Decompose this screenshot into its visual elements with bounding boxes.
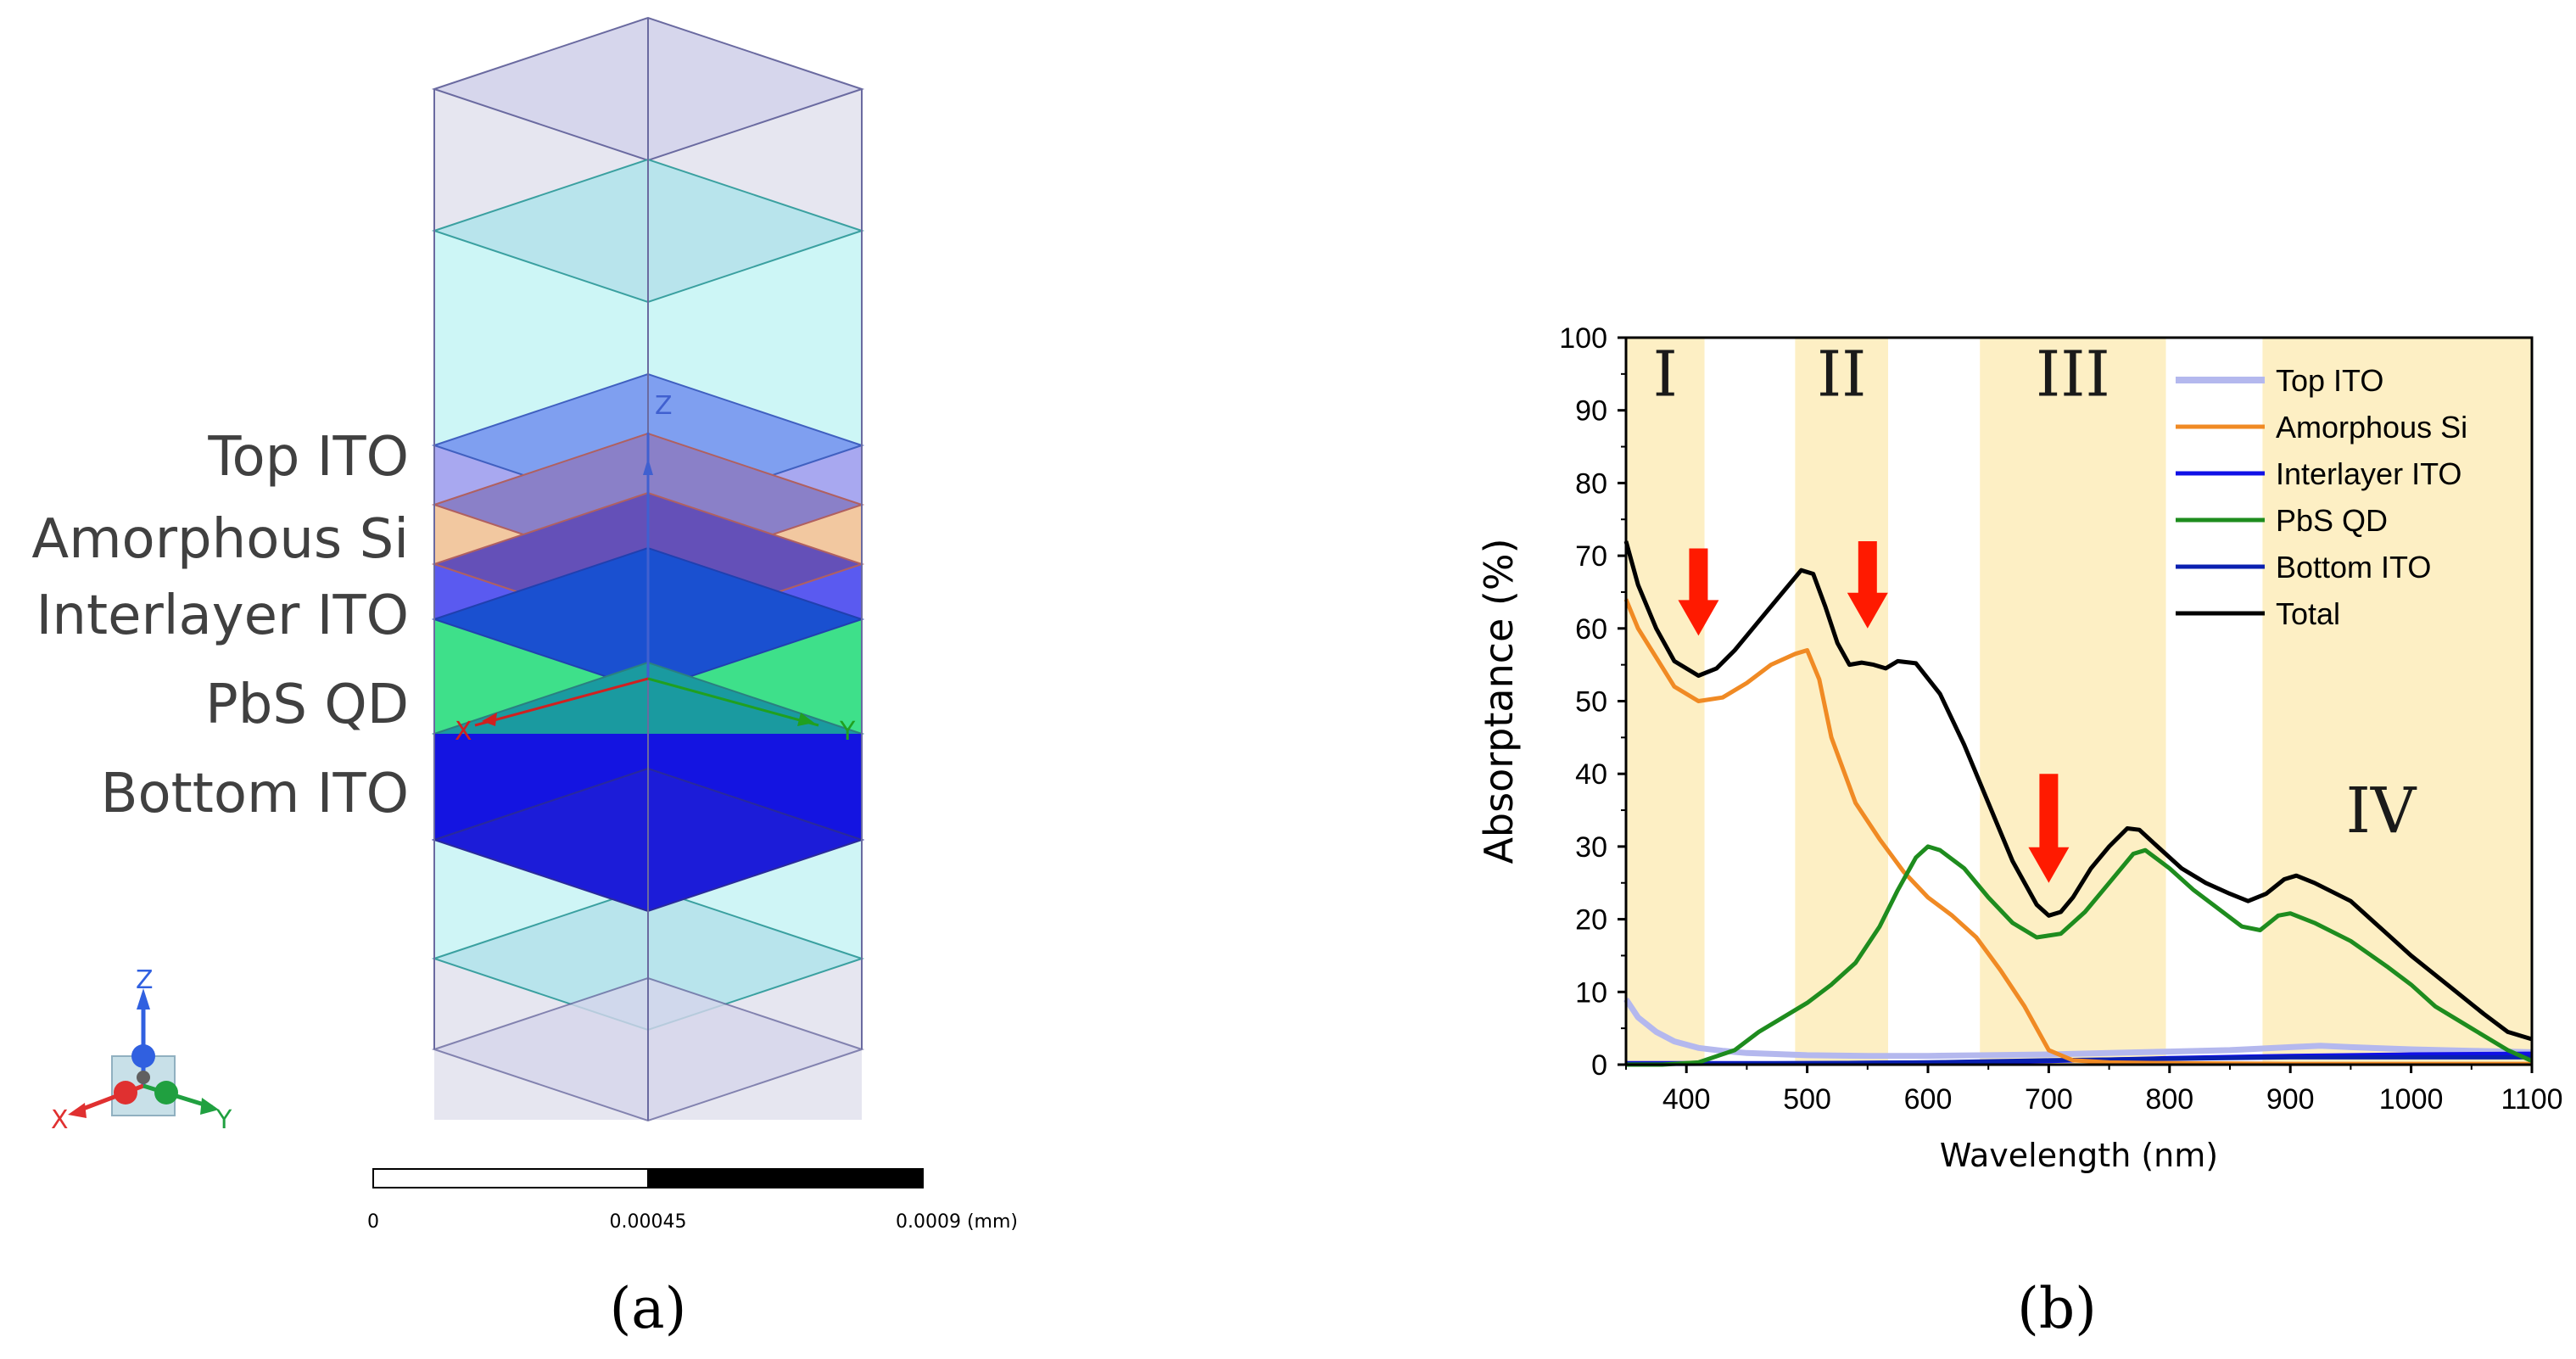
red-arrow-3: [2028, 774, 2070, 883]
legend-entry: Top ITO: [2276, 363, 2383, 398]
embedded-y-label: Y: [839, 717, 856, 747]
scale-bar-white: [372, 1168, 649, 1188]
label-bottom-ito: Bottom ITO: [101, 763, 409, 825]
band-label-1: I: [1653, 338, 1678, 411]
band-label-2: II: [1817, 338, 1866, 411]
triad-x-label: X: [51, 1105, 69, 1135]
y-tick-label: 0: [1591, 1049, 1607, 1082]
red-arrows: [1678, 540, 2070, 883]
band-label-3: III: [2036, 338, 2110, 411]
series-amorphous-si: [1623, 598, 2532, 1066]
legend-entry: Amorphous Si: [2276, 410, 2467, 445]
label-pbs-qd: PbS QD: [205, 674, 409, 736]
series-top-ito: [1623, 997, 2533, 1060]
triad-z-label: Z: [136, 965, 154, 995]
x-tick-label: 700: [2025, 1083, 2073, 1116]
legend-entry: Interlayer ITO: [2276, 456, 2461, 491]
x-tick-label: 800: [2145, 1083, 2193, 1116]
label-top-ito: Top ITO: [207, 426, 409, 489]
shaded-bands: [1626, 338, 2532, 1065]
axis-ticks: 400 500 600 700 800 900 1000 1100 0 10 20 30 40 50 60 7…: [1559, 322, 2562, 1116]
y-tick-label: 40: [1575, 758, 1607, 791]
caption-b: (b): [2017, 1276, 2097, 1341]
scale-bar-black: [647, 1168, 924, 1188]
band-4: [2262, 338, 2532, 1065]
y-tick-label: 90: [1575, 395, 1607, 428]
legend-entry: PbS QD: [2276, 503, 2388, 538]
scale-tick-0: 0: [367, 1211, 379, 1233]
scale-tick-2: 0.0009 (mm): [896, 1211, 1018, 1233]
scale-bar: 0 0.00045 0.0009 (mm): [367, 1168, 1018, 1233]
red-arrow-2: [1847, 540, 1888, 629]
band-1: [1626, 338, 1705, 1065]
x-tick-label: 1100: [2501, 1083, 2562, 1116]
triad-y-label: Y: [215, 1105, 232, 1135]
label-amorphous-si: Amorphous Si: [31, 508, 409, 571]
y-tick-label: 70: [1575, 540, 1607, 573]
band-2: [1795, 338, 1889, 1065]
y-axis-label: Absorptance (%): [1476, 538, 1522, 864]
x-tick-label: 500: [1783, 1083, 1831, 1116]
legend-entry: Total: [2276, 596, 2340, 631]
y-tick-label: 10: [1575, 976, 1607, 1009]
y-tick-label: 50: [1575, 686, 1607, 719]
series-total: [1623, 540, 2533, 1042]
y-tick-label: 30: [1575, 831, 1607, 864]
series-lines: [1623, 540, 2534, 1067]
scale-tick-1: 0.00045: [610, 1211, 687, 1233]
band-3: [1980, 338, 2166, 1065]
embedded-z-label: Z: [655, 391, 673, 421]
label-interlayer-ito: Interlayer ITO: [36, 584, 409, 647]
band-label-4: IV: [2346, 775, 2417, 847]
legend: Top ITO Amorphous Si Interlayer ITO PbS QD B…: [2176, 363, 2467, 631]
embedded-x-label: X: [455, 717, 472, 747]
caption-a: (a): [610, 1276, 687, 1341]
absorptance-chart: 400 500 600 700 800 900 1000 1100 0 10 20 30 40 50 60 7…: [1476, 322, 2563, 1174]
y-tick-label: 60: [1575, 613, 1607, 646]
x-axis-label: Wavelength (nm): [1940, 1137, 2218, 1174]
layer-labels: Top ITO Amorphous Si Interlayer ITO PbS …: [31, 426, 409, 825]
x-tick-label: 900: [2266, 1083, 2315, 1116]
legend-entry: Bottom ITO: [2276, 550, 2431, 584]
x-tick-label: 600: [1904, 1083, 1953, 1116]
y-tick-label: 20: [1575, 904, 1607, 937]
y-tick-label: 80: [1575, 467, 1607, 500]
series-pbs-qd: [1626, 844, 2534, 1067]
y-tick-label: 100: [1559, 322, 1607, 355]
red-arrow-1: [1678, 548, 1719, 636]
layer-stack-diagram: Z X Y: [431, 16, 865, 1122]
embedded-axes: Z X Y: [455, 391, 856, 747]
x-tick-label: 1000: [2379, 1083, 2444, 1116]
x-tick-label: 400: [1662, 1083, 1711, 1116]
orientation-triad: Z X Y: [51, 965, 232, 1135]
